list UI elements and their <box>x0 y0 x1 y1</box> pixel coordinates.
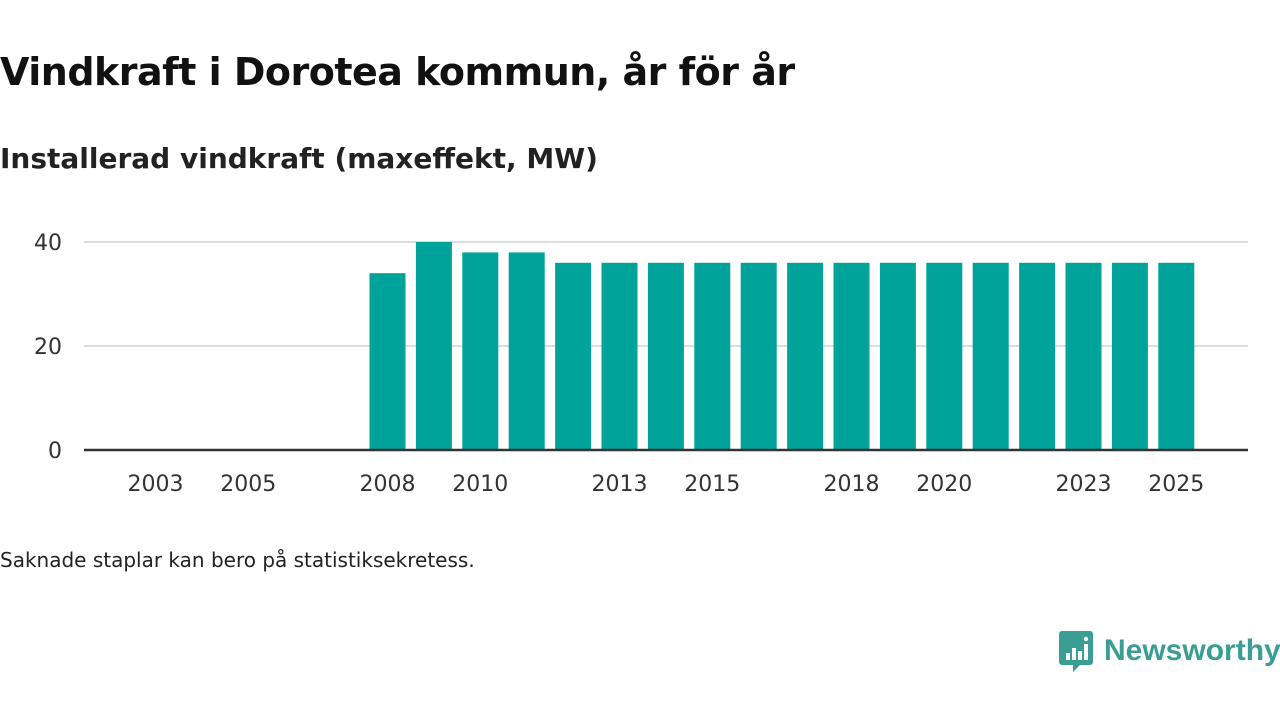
chart-title: Vindkraft i Dorotea kommun, år för år <box>0 50 795 94</box>
bar-2011 <box>508 252 545 450</box>
x-tick-label: 2025 <box>1148 472 1204 497</box>
newsworthy-logo-icon <box>1059 631 1093 672</box>
x-tick-label: 2020 <box>916 472 972 497</box>
bar-2017 <box>787 262 824 450</box>
newsworthy-brand[interactable]: Newsworthy <box>1058 628 1280 674</box>
bar-2009 <box>415 242 452 450</box>
x-tick-label: 2015 <box>684 472 740 497</box>
bar-2021 <box>972 262 1009 450</box>
bar-2020 <box>926 262 963 450</box>
x-tick-label: 2008 <box>360 472 416 497</box>
bar-2024 <box>1111 262 1148 450</box>
x-tick-label: 2013 <box>592 472 648 497</box>
chart-subtitle: Installerad vindkraft (maxeffekt, MW) <box>0 142 598 175</box>
bar-2012 <box>555 262 592 450</box>
y-tick-label: 40 <box>34 231 62 256</box>
bar-2019 <box>879 262 916 450</box>
x-tick-label: 2003 <box>128 472 184 497</box>
brand-name: Newsworthy <box>1104 634 1280 667</box>
bar-2013 <box>601 262 638 450</box>
bar-2018 <box>833 262 870 450</box>
x-tick-label: 2018 <box>824 472 880 497</box>
bar-2022 <box>1019 262 1056 450</box>
x-tick-label: 2005 <box>220 472 276 497</box>
bar-chart: 0 20 40 2003 2005 2008 2010 2013 2015 2018 2020 202… <box>34 231 1248 497</box>
bar-2016 <box>740 262 777 450</box>
y-tick-label: 0 <box>48 439 62 464</box>
bar-2015 <box>694 262 731 450</box>
bar-2014 <box>647 262 684 450</box>
footnote: Saknade staplar kan bero på statistiksek… <box>0 548 475 572</box>
x-tick-label: 2010 <box>452 472 508 497</box>
x-tick-label: 2023 <box>1056 472 1112 497</box>
bar-2010 <box>462 252 499 450</box>
bar-2023 <box>1065 262 1102 450</box>
bar-2025 <box>1158 262 1195 450</box>
y-tick-label: 20 <box>34 335 62 360</box>
bar-2008 <box>369 273 406 450</box>
